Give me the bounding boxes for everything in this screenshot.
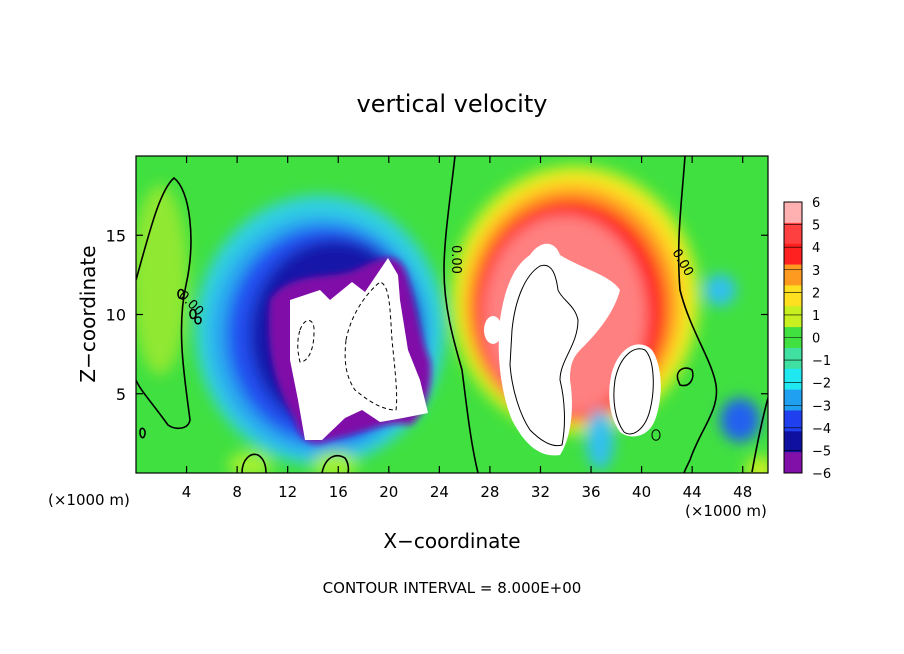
colorbar-label: 1 bbox=[812, 309, 820, 324]
x-tick-label: 8 bbox=[232, 483, 242, 501]
contour-label-2: 0.00 bbox=[448, 245, 463, 274]
zero-contour-s3 bbox=[189, 308, 197, 320]
colorbar-label: 0 bbox=[812, 332, 820, 347]
colorbar-swatch bbox=[784, 452, 802, 474]
x-tick-label: 32 bbox=[531, 483, 550, 501]
colorbar-swatch bbox=[784, 222, 802, 245]
colorbar-label: 6 bbox=[812, 196, 820, 211]
chart-title: vertical velocity bbox=[357, 90, 548, 118]
updraft-core bbox=[498, 243, 620, 456]
zero-contour-center bbox=[443, 156, 479, 473]
colorbar-label: −3 bbox=[812, 399, 831, 414]
y-axis-label: Z−coordinate bbox=[76, 245, 100, 382]
x-axis-label: X−coordinate bbox=[383, 529, 520, 553]
colorbar-label: −6 bbox=[812, 467, 831, 482]
downdraft-core bbox=[290, 258, 428, 440]
colorbar-swatch bbox=[784, 243, 802, 266]
x-tick-label: 20 bbox=[379, 483, 398, 501]
x-tick-label: 16 bbox=[329, 483, 348, 501]
x-tick-label: 36 bbox=[581, 483, 600, 501]
y-axis: 5 10 15 bbox=[106, 226, 768, 404]
x-tick-label: 48 bbox=[733, 483, 752, 501]
x-axis: 4 8 12 16 20 24 28 32 36 40 44 48 bbox=[182, 156, 752, 501]
x-tick-label: 4 bbox=[182, 483, 192, 501]
colorbar-label: 3 bbox=[812, 264, 820, 279]
colorbar-swatch bbox=[784, 285, 802, 307]
x-unit-left: (×1000 m) bbox=[48, 491, 130, 509]
colorbar-swatch bbox=[784, 389, 802, 411]
colorbar-swatch bbox=[784, 410, 802, 432]
colorbar-label: 5 bbox=[812, 219, 820, 234]
colorbar: 6 5 4 3 2 1 0 −1 −2 −3 −4 −5 −6 bbox=[783, 196, 831, 482]
x-tick-label: 44 bbox=[683, 483, 702, 501]
colorbar-swatch bbox=[784, 306, 802, 328]
colorbar-label: −4 bbox=[812, 422, 831, 437]
colorbar-label: −1 bbox=[812, 354, 831, 369]
colorbar-label: −5 bbox=[812, 444, 831, 459]
colorbar-swatch bbox=[784, 202, 802, 224]
colorbar-swatch bbox=[784, 368, 802, 391]
updraft-core-right bbox=[609, 344, 661, 437]
colorbar-label: 4 bbox=[812, 241, 820, 256]
contour-interval-note: CONTOUR INTERVAL = 8.000E+00 bbox=[323, 579, 582, 597]
y-tick-label: 15 bbox=[106, 226, 126, 245]
zero-contour-bl2 bbox=[321, 454, 350, 473]
zero-contour-right bbox=[677, 156, 718, 473]
positive-contour-small bbox=[651, 429, 661, 441]
zero-contour-s4 bbox=[194, 316, 202, 325]
zero-contour-s1 bbox=[139, 427, 146, 439]
x-tick-label: 12 bbox=[278, 483, 297, 501]
x-tick-label: 40 bbox=[632, 483, 651, 501]
zero-contour-left bbox=[136, 176, 192, 430]
contour-labels: 0.00 0.00 0.00 bbox=[175, 245, 696, 319]
positive-contour-right bbox=[613, 348, 654, 435]
colorbar-label: 2 bbox=[812, 286, 820, 301]
zero-contour-s2 bbox=[177, 288, 185, 300]
y-tick-label: 5 bbox=[116, 385, 126, 404]
x-tick-label: 24 bbox=[430, 483, 449, 501]
zero-contour-bl1 bbox=[241, 453, 267, 473]
zero-contour-r3 bbox=[751, 397, 768, 473]
updraft-spot bbox=[484, 316, 502, 344]
contour-lines bbox=[136, 156, 768, 473]
x-unit-right: (×1000 m) bbox=[685, 502, 767, 520]
heatmap-field bbox=[136, 156, 768, 473]
colorbar-label: −2 bbox=[812, 377, 831, 392]
negative-contours bbox=[297, 281, 398, 411]
positive-contour-main bbox=[509, 264, 579, 447]
x-tick-label: 28 bbox=[480, 483, 499, 501]
y-tick-label: 10 bbox=[106, 306, 126, 325]
zero-contour-r2 bbox=[676, 367, 694, 387]
colorbar-swatch bbox=[784, 264, 802, 286]
colorbar-swatch bbox=[784, 431, 802, 453]
colorbar-swatch bbox=[784, 347, 802, 370]
